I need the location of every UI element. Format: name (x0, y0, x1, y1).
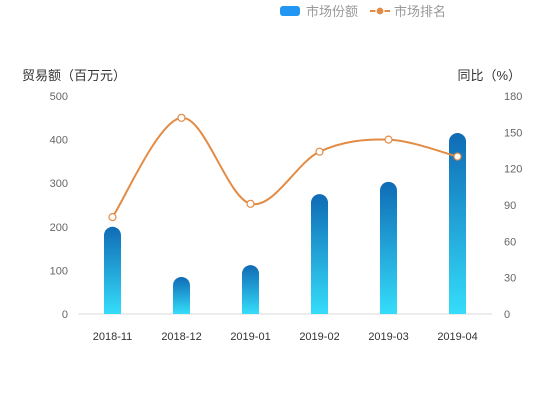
x-tick-label: 2018-11 (93, 331, 133, 343)
legend-line-dot (375, 6, 385, 16)
legend-bar-swatch (280, 6, 300, 16)
bar[interactable] (311, 194, 328, 314)
y-left-tick-label: 0 (62, 309, 68, 321)
x-tick-label: 2019-02 (299, 331, 339, 343)
line-point[interactable] (384, 135, 393, 144)
y-left-tick-label: 200 (50, 222, 68, 234)
legend-bar-label[interactable]: 市场份额 (306, 4, 358, 19)
x-tick-label: 2019-04 (437, 331, 477, 343)
bar[interactable] (173, 276, 190, 314)
legend[interactable]: 市场份额 市场排名 (280, 4, 446, 19)
line-point[interactable] (246, 199, 255, 208)
x-tick-label: 2019-03 (368, 331, 408, 343)
line-series (111, 116, 458, 218)
x-tick-label: 2019-01 (230, 331, 270, 343)
legend-line-label[interactable]: 市场排名 (394, 4, 446, 19)
y-right-tick-label: 30 (504, 273, 516, 285)
y-left-tick-label: 400 (50, 135, 68, 147)
bar[interactable] (242, 265, 259, 314)
line-points (108, 113, 462, 222)
y-axis-left-ticks: 0 100 200 300 400 500 (50, 91, 68, 321)
y-right-tick-label: 60 (504, 236, 516, 248)
y-right-tick-label: 0 (504, 309, 510, 321)
y-left-tick-label: 100 (50, 265, 68, 277)
y-axis-left-title: 贸易额（百万元） (22, 68, 126, 83)
line-point[interactable] (315, 147, 324, 156)
bar[interactable] (104, 226, 121, 314)
y-right-tick-label: 150 (504, 127, 522, 139)
y-axis-right-title: 同比（%） (457, 68, 521, 83)
y-right-tick-label: 180 (504, 91, 522, 103)
x-axis-labels: 2018-11 2018-12 2019-01 2019-02 2019-03 2019-… (93, 331, 478, 343)
x-tick-label: 2018-12 (161, 331, 201, 343)
bar[interactable] (449, 133, 466, 314)
y-axis-right-ticks: 0 30 60 90 120 150 180 (504, 91, 522, 321)
y-right-tick-label: 120 (504, 164, 522, 176)
bar[interactable] (380, 181, 397, 314)
y-left-tick-label: 500 (50, 91, 68, 103)
line-point[interactable] (453, 152, 462, 161)
line-point[interactable] (108, 213, 117, 222)
bar-series (104, 133, 466, 314)
y-right-tick-label: 90 (504, 200, 516, 212)
y-left-tick-label: 300 (50, 178, 68, 190)
line-point[interactable] (177, 113, 186, 122)
